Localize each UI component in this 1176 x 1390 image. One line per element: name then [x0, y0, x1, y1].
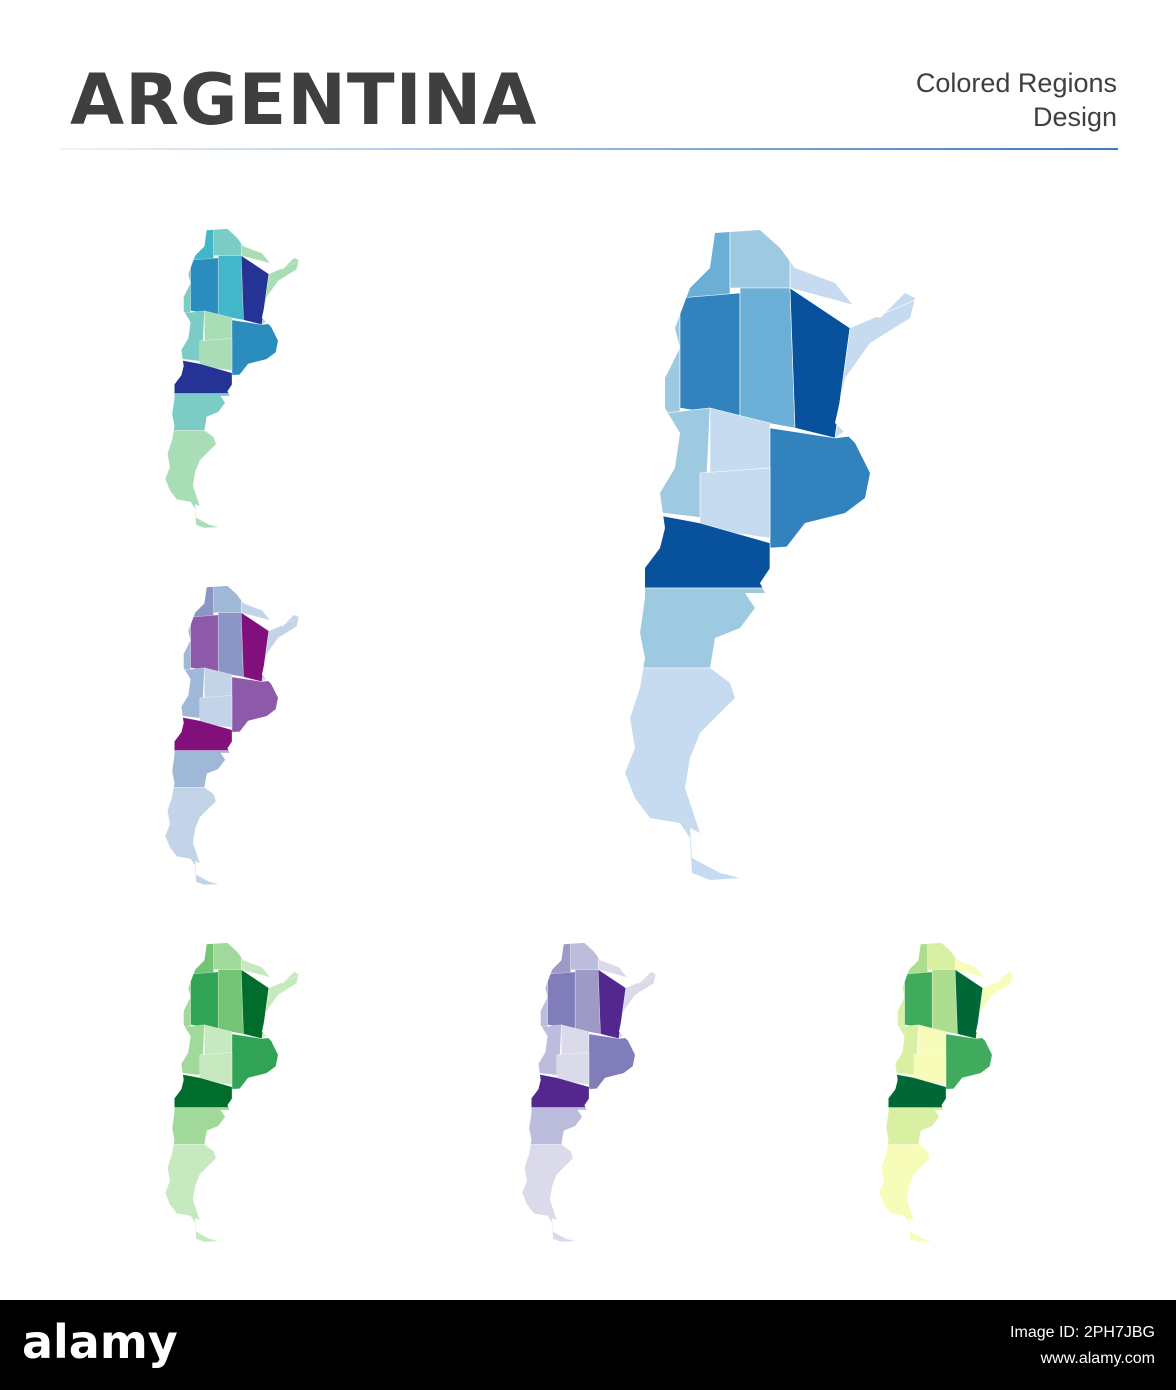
region — [165, 260, 191, 316]
region — [165, 942, 214, 975]
region — [165, 787, 299, 885]
region — [789, 287, 851, 439]
region — [625, 407, 711, 519]
region — [904, 971, 933, 1030]
region — [199, 695, 233, 728]
region — [231, 1033, 299, 1090]
region — [879, 1144, 1013, 1242]
country-map — [165, 585, 299, 885]
region — [679, 292, 741, 419]
region — [932, 969, 958, 1035]
region — [231, 319, 299, 376]
region — [522, 1107, 656, 1145]
region — [625, 230, 731, 299]
country-map — [522, 942, 656, 1242]
region — [241, 255, 269, 325]
region — [570, 942, 599, 970]
region — [165, 393, 299, 431]
country-map — [165, 942, 299, 1242]
region — [522, 942, 571, 975]
region — [165, 750, 299, 788]
title: ARGENTINA — [70, 59, 538, 141]
image-id: Image ID: 2PH7JBG — [1010, 1324, 1155, 1341]
region — [218, 612, 244, 678]
region — [522, 1144, 656, 1242]
region — [575, 969, 601, 1035]
region — [618, 973, 656, 1039]
region — [699, 467, 771, 539]
region — [165, 667, 205, 719]
region — [879, 974, 905, 1030]
region — [213, 942, 242, 970]
region — [927, 942, 956, 970]
region — [199, 338, 233, 371]
region — [625, 667, 915, 880]
divider — [60, 148, 1118, 150]
brand: alamy — [22, 1315, 178, 1369]
region — [769, 427, 915, 549]
region — [165, 1107, 299, 1145]
region — [190, 971, 219, 1030]
region — [739, 287, 796, 429]
region — [879, 942, 928, 975]
region — [522, 974, 548, 1030]
region — [261, 259, 299, 325]
region — [218, 255, 244, 321]
region — [834, 297, 915, 439]
region — [588, 1033, 656, 1090]
region — [165, 617, 191, 673]
subtitle: Colored Regions — [916, 68, 1117, 98]
region — [522, 1024, 562, 1076]
region — [879, 1107, 1013, 1145]
region — [213, 585, 242, 613]
region — [261, 616, 299, 682]
region — [625, 297, 681, 419]
region — [165, 585, 214, 618]
region — [625, 587, 915, 669]
region — [261, 973, 299, 1039]
region — [955, 969, 983, 1039]
region — [165, 430, 299, 528]
region — [165, 1024, 205, 1076]
country-map — [879, 942, 1013, 1242]
region — [241, 612, 269, 682]
region — [231, 676, 299, 733]
region — [913, 1052, 947, 1085]
region — [241, 969, 269, 1039]
region — [879, 1024, 919, 1076]
website: www.alamy.com — [1040, 1350, 1155, 1367]
region — [975, 973, 1013, 1039]
country-map — [165, 228, 299, 528]
region — [165, 974, 191, 1030]
region — [213, 228, 242, 256]
region — [165, 228, 214, 261]
region — [218, 969, 244, 1035]
region — [945, 1033, 1013, 1090]
region — [165, 310, 205, 362]
region — [729, 230, 791, 289]
region — [556, 1052, 590, 1085]
footer-bar — [0, 1300, 1176, 1390]
maps — [165, 228, 1013, 1242]
region — [199, 1052, 233, 1085]
region — [165, 1144, 299, 1242]
country-map — [625, 230, 915, 880]
region — [598, 969, 626, 1039]
region — [190, 614, 219, 673]
region — [190, 257, 219, 316]
subtitle: Design — [1033, 102, 1117, 132]
region — [547, 971, 576, 1030]
